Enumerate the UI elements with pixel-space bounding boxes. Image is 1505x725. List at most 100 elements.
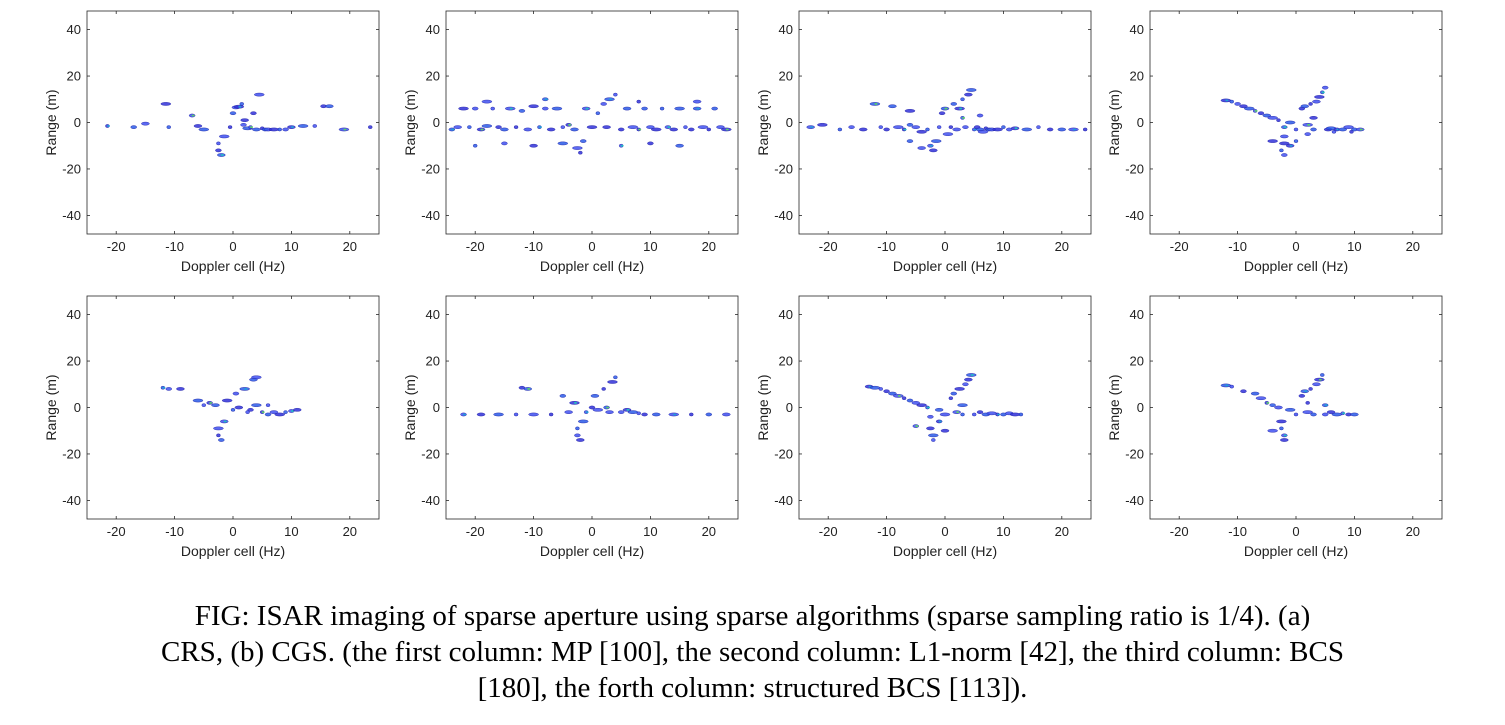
data-point bbox=[613, 375, 618, 380]
data-point bbox=[711, 106, 718, 111]
data-point bbox=[277, 127, 282, 132]
data-point bbox=[977, 129, 989, 134]
x-tick-label: -20 bbox=[466, 524, 485, 539]
data-point bbox=[1250, 391, 1260, 396]
y-tick-label: -20 bbox=[421, 161, 440, 176]
y-tick-label: -40 bbox=[62, 493, 81, 508]
data-point bbox=[948, 125, 954, 129]
data-point bbox=[1274, 405, 1283, 410]
data-point bbox=[925, 127, 930, 132]
data-point-core bbox=[944, 107, 948, 110]
data-point bbox=[613, 92, 618, 97]
data-point bbox=[251, 375, 262, 380]
x-tick-label: 20 bbox=[1055, 239, 1069, 254]
x-tick-label: 10 bbox=[996, 239, 1010, 254]
data-point bbox=[600, 102, 607, 106]
data-point bbox=[166, 125, 171, 129]
y-tick-label: -40 bbox=[1125, 493, 1144, 508]
plot-frame bbox=[445, 10, 739, 235]
plot-frame bbox=[1149, 10, 1443, 235]
data-point-core bbox=[451, 128, 455, 131]
data-point bbox=[952, 127, 961, 132]
data-point-core bbox=[1289, 144, 1293, 147]
data-point bbox=[1276, 118, 1281, 122]
data-point bbox=[705, 412, 712, 417]
x-axis-label: Doppler cell (Hz) bbox=[540, 258, 644, 274]
data-point bbox=[697, 125, 709, 129]
data-point-core bbox=[915, 425, 919, 427]
data-point bbox=[595, 111, 601, 116]
data-point bbox=[675, 143, 684, 148]
data-point bbox=[227, 125, 233, 129]
x-axis-label: Doppler cell (Hz) bbox=[1244, 543, 1348, 559]
data-point bbox=[528, 412, 539, 417]
data-point-core bbox=[223, 420, 227, 423]
data-point-core bbox=[538, 126, 542, 129]
data-point-core bbox=[250, 126, 254, 129]
data-point bbox=[160, 102, 172, 106]
y-tick-label: 0 bbox=[74, 115, 81, 130]
y-tick-label: -20 bbox=[62, 446, 81, 461]
data-point bbox=[878, 387, 883, 391]
data-point bbox=[906, 398, 914, 403]
data-point bbox=[1255, 396, 1267, 401]
data-point bbox=[607, 380, 618, 384]
data-point bbox=[458, 106, 469, 111]
data-point bbox=[1229, 384, 1234, 389]
data-point bbox=[906, 139, 914, 143]
data-point bbox=[618, 127, 625, 132]
data-point bbox=[472, 106, 479, 111]
data-point bbox=[251, 403, 262, 407]
data-point bbox=[688, 127, 695, 132]
data-point bbox=[1293, 412, 1299, 417]
x-tick-label: -10 bbox=[165, 239, 184, 254]
data-point bbox=[453, 125, 462, 129]
data-point bbox=[570, 127, 579, 132]
data-point bbox=[578, 150, 583, 155]
data-point bbox=[293, 408, 302, 412]
data-point bbox=[1036, 125, 1041, 129]
data-point-core bbox=[1342, 412, 1346, 415]
data-point bbox=[911, 125, 920, 129]
data-point-core bbox=[874, 103, 878, 105]
y-tick-label: -40 bbox=[62, 208, 81, 223]
data-point bbox=[652, 412, 661, 417]
data-point bbox=[916, 129, 927, 134]
chart-panel-b-3: -20 -10 0 10 20 40 20 0 -20 -40 Doppler cell (Hz) R… bbox=[755, 295, 1092, 559]
data-point bbox=[669, 127, 678, 132]
plot-frame bbox=[798, 10, 1092, 235]
y-tick-label: 0 bbox=[433, 400, 440, 415]
data-point bbox=[590, 394, 600, 398]
data-point-core bbox=[1254, 109, 1258, 112]
data-point bbox=[578, 419, 589, 424]
data-point bbox=[557, 141, 568, 146]
data-point-core bbox=[970, 374, 974, 376]
data-point bbox=[928, 433, 939, 438]
x-tick-label: 10 bbox=[643, 524, 657, 539]
data-point bbox=[960, 97, 965, 102]
data-point bbox=[215, 148, 222, 153]
y-tick-label: 20 bbox=[779, 69, 793, 84]
data-point bbox=[1293, 139, 1299, 143]
data-point bbox=[1018, 412, 1024, 417]
data-point bbox=[1280, 438, 1289, 442]
x-tick-label: 20 bbox=[702, 524, 716, 539]
data-point bbox=[817, 123, 828, 127]
data-point bbox=[618, 410, 625, 414]
data-point bbox=[1021, 127, 1032, 132]
data-point bbox=[976, 410, 984, 414]
y-tick-label: 0 bbox=[786, 400, 793, 415]
data-point bbox=[1262, 113, 1272, 118]
data-point-core bbox=[667, 126, 671, 129]
data-point bbox=[481, 99, 493, 104]
data-point bbox=[888, 104, 897, 109]
data-point bbox=[216, 141, 221, 146]
data-point bbox=[1338, 127, 1347, 132]
data-point bbox=[1304, 132, 1311, 136]
data-point bbox=[282, 127, 289, 132]
data-point-core bbox=[1283, 434, 1287, 437]
data-points bbox=[864, 373, 1024, 442]
data-point bbox=[201, 403, 207, 407]
y-axis-label: Range (m) bbox=[755, 374, 771, 440]
data-points bbox=[448, 92, 732, 155]
